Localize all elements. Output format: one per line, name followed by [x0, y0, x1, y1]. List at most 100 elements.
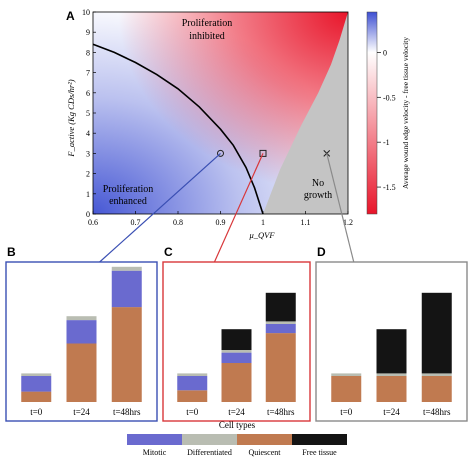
panel-d: Dt=0 t=24 t=48hrs	[315, 245, 468, 422]
time-label: t=0	[186, 407, 199, 417]
legend-label-free_tissue: Free tissue	[302, 448, 337, 457]
legend-swatch-free_tissue	[292, 434, 347, 445]
panel-connectors	[99, 152, 355, 263]
stack-segment-differentiated	[221, 350, 252, 353]
stack-segment-quiescent	[376, 376, 407, 402]
stack-segment-quiescent	[421, 376, 452, 402]
panel-label-b: B	[7, 245, 16, 259]
time-label: t=0	[30, 407, 43, 417]
connector-b	[99, 152, 221, 263]
marker-square	[259, 149, 267, 157]
y-tick-label: 7	[86, 69, 90, 78]
stack-segment-mitotic	[111, 270, 142, 308]
time-label: t=24	[228, 407, 245, 417]
marker-circle	[217, 149, 224, 157]
y-tick-label: 8	[86, 48, 90, 57]
y-tick-label: 9	[86, 28, 90, 37]
legend-swatch-differentiated	[182, 434, 237, 445]
stack-segment-free_tissue	[421, 292, 452, 374]
stack-segment-differentiated	[265, 321, 296, 324]
stack-segment-mitotic	[177, 376, 208, 391]
legend-label-differentiated: Differentiated	[187, 448, 232, 457]
panel-b: Bt=0 t=24 t=48hrs	[5, 245, 158, 422]
colorbar-tick-label: 0	[383, 48, 387, 57]
colorbar	[366, 11, 378, 215]
y-tick-label: 0	[86, 210, 90, 219]
legend-label-mitotic: Mitotic	[143, 448, 167, 457]
region-label-enhanced-2: enhanced	[109, 196, 147, 207]
stack-segment-differentiated	[177, 373, 208, 376]
stack-segment-differentiated	[331, 373, 362, 376]
stack-segment-free_tissue	[376, 329, 407, 374]
region-label-enhanced-1: Proliferation	[103, 184, 154, 195]
y-tick-label: 6	[86, 89, 90, 98]
x-tick-label: 0.6	[88, 218, 98, 227]
stack-segment-mitotic	[21, 376, 52, 392]
time-label: t=48hrs	[423, 407, 451, 417]
stack-segment-quiescent	[265, 333, 296, 402]
y-tick-label: 1	[86, 190, 90, 199]
connector-c	[213, 153, 264, 263]
connector-d	[326, 153, 355, 263]
x-axis-label: μ_QVF	[248, 230, 275, 240]
stack-segment-mitotic	[221, 352, 252, 363]
colorbar-tick-label: -0.5	[383, 93, 396, 102]
panel-label-c: C	[164, 245, 173, 259]
time-label: t=0	[340, 407, 353, 417]
y-axis-ticks: 0 1 2 3 4 5 6 7 8 9 10	[82, 8, 96, 219]
stack-segment-quiescent	[221, 363, 252, 402]
stack-segment-quiescent	[21, 391, 52, 402]
y-tick-label: 2	[86, 170, 90, 179]
x-tick-label: 0.8	[173, 218, 183, 227]
colorbar-tick-label: -1	[383, 138, 390, 147]
time-label: t=48hrs	[267, 407, 295, 417]
stack-segment-differentiated	[111, 266, 142, 271]
stack-segment-free_tissue	[221, 329, 252, 350]
colorbar-label: Average wound edge velocity - free tissu…	[401, 37, 410, 189]
stack-segment-quiescent	[66, 343, 97, 402]
panel-label-a: A	[66, 9, 75, 23]
stack-segment-differentiated	[21, 373, 52, 376]
no-growth-region	[263, 12, 348, 214]
panel-c: Ct=0 t=24 t=48hrs	[162, 245, 311, 422]
region-label-no-growth-1: No	[312, 178, 324, 189]
panel-label-d: D	[317, 245, 326, 259]
legend: Mitotic Differentiated Quiescent Free tissu…	[127, 434, 347, 457]
stack-segment-free_tissue	[265, 292, 296, 322]
stack-segment-mitotic	[66, 320, 97, 344]
legend-swatch-quiescent	[237, 434, 292, 445]
time-label: t=48hrs	[113, 407, 141, 417]
x-tick-label: 1	[261, 218, 265, 227]
stack-segment-differentiated	[421, 373, 452, 376]
colorbar-ticks: 0 -0.5 -1 -1.5	[377, 48, 396, 192]
legend-label-quiescent: Quiescent	[249, 448, 282, 457]
simulation-panels: Bt=0 t=24 t=48hrs Ct=0 t=24 t=48hrs Dt=0 t=24 t=…	[5, 245, 468, 422]
region-label-inhibited-1: Proliferation	[182, 18, 233, 29]
stack-segment-differentiated	[376, 373, 407, 376]
y-axis-label: F_active (Kg CDs/hr²)	[66, 79, 76, 157]
stack-segment-quiescent	[111, 307, 142, 402]
phase-boundary-curve	[93, 43, 264, 214]
region-label-no-growth-2: growth	[304, 190, 332, 201]
y-tick-label: 4	[86, 129, 90, 138]
legend-title: Cell types	[219, 420, 256, 430]
x-axis-ticks: 0.6 0.7 0.8 0.9 1 1.1 1.2	[88, 211, 353, 227]
stack-segment-quiescent	[331, 376, 362, 402]
region-label-inhibited-2: inhibited	[189, 31, 225, 42]
time-label: t=24	[73, 407, 90, 417]
y-tick-label: 10	[82, 8, 90, 17]
y-tick-label: 3	[86, 149, 90, 158]
legend-swatch-mitotic	[127, 434, 182, 445]
x-tick-label: 0.7	[131, 218, 141, 227]
stack-segment-differentiated	[66, 316, 97, 321]
x-tick-label: 1.1	[301, 218, 311, 227]
x-tick-label: 0.9	[216, 218, 226, 227]
time-label: t=24	[383, 407, 400, 417]
y-tick-label: 5	[86, 109, 90, 118]
x-tick-label: 1.2	[343, 218, 353, 227]
phase-diagram	[93, 12, 348, 214]
colorbar-tick-label: -1.5	[383, 183, 396, 192]
stack-segment-mitotic	[265, 324, 296, 334]
stack-segment-quiescent	[177, 390, 208, 402]
